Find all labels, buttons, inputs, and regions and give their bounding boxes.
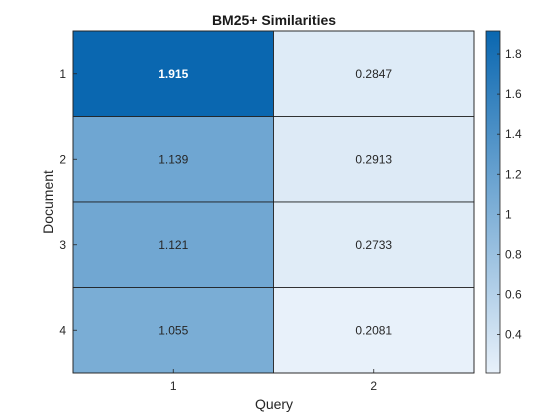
- colorbar-tick-label: 0.6: [505, 287, 522, 301]
- y-tick-label: 4: [59, 323, 66, 337]
- plot-frame: [72, 30, 475, 374]
- chart-title: BM25+ Similarities: [212, 12, 336, 28]
- heatmap-cell: [273, 30, 475, 117]
- colorbar-tick-label: 1.2: [505, 167, 522, 181]
- colorbar-tick-label: 1.4: [505, 127, 522, 141]
- heatmap-cell: [273, 287, 475, 374]
- colorbar-tick-label: 0.4: [505, 328, 522, 342]
- cell-value-label: 1.121: [158, 238, 188, 252]
- cell-value-label: 0.2081: [355, 323, 392, 337]
- cell-value-label: 1.139: [158, 152, 188, 166]
- y-tick-label: 1: [59, 67, 66, 81]
- x-axis-label: Query: [255, 396, 293, 412]
- cell-value-label: 0.2733: [355, 238, 392, 252]
- heatmap-cell: [273, 116, 475, 203]
- y-axis-label: Document: [40, 170, 56, 234]
- x-tick-label: 2: [370, 379, 377, 393]
- heatmap-cell: [72, 287, 274, 374]
- heatmap-cell: [72, 116, 274, 203]
- heatmap-cell: [72, 30, 274, 117]
- cell-value-label: 1.915: [158, 67, 188, 81]
- heatmap-cell: [273, 201, 475, 288]
- cell-value-label: 0.2847: [355, 67, 392, 81]
- colorbar-tick-label: 1.8: [505, 47, 522, 61]
- colorbar-tick-label: 1.6: [505, 87, 522, 101]
- colorbar-tick-label: 1: [505, 207, 512, 221]
- heatmap-axes: 1 2 1 2 3 4: [59, 30, 475, 393]
- heatmap-cells: 1.915 0.2847 1.139 0.2913 1.121 0.2733 1.055 0.…: [72, 30, 475, 374]
- heatmap-cell: [72, 201, 274, 288]
- colorbar: 0.4 0.6 0.8 1 1.2 1.4 1.6 1.8: [485, 30, 522, 374]
- y-tick-label: 3: [59, 238, 66, 252]
- colorbar-gradient: [485, 30, 501, 374]
- y-tick-label: 2: [59, 152, 66, 166]
- cell-value-label: 0.2913: [355, 152, 392, 166]
- x-tick-label: 1: [170, 379, 177, 393]
- colorbar-tick-label: 0.8: [505, 247, 522, 261]
- cell-value-label: 1.055: [158, 323, 188, 337]
